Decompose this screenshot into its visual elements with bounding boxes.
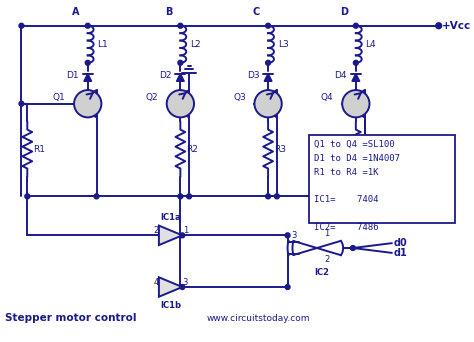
Text: Stepper motor control: Stepper motor control [5, 313, 137, 323]
Text: IC2: IC2 [314, 267, 329, 277]
Text: IC1a: IC1a [160, 213, 181, 222]
Text: R3: R3 [274, 145, 286, 154]
Text: L4: L4 [365, 40, 376, 49]
Circle shape [255, 90, 282, 117]
Text: A: A [73, 7, 80, 17]
Text: Q3: Q3 [233, 93, 246, 102]
Text: D2: D2 [159, 71, 172, 80]
Text: www.circuitstoday.com: www.circuitstoday.com [207, 314, 310, 323]
Circle shape [285, 285, 290, 289]
Text: 1: 1 [324, 229, 329, 238]
Text: Q1 to Q4 =SL100
D1 to D4 =1N4007
R1 to R4 =1K

IC1=    7404

IC2=    7486: Q1 to Q4 =SL100 D1 to D4 =1N4007 R1 to R… [314, 140, 400, 232]
Circle shape [362, 194, 367, 199]
Text: D3: D3 [246, 71, 259, 80]
Circle shape [180, 233, 185, 238]
Text: +Vcc: +Vcc [442, 21, 471, 31]
Text: d1: d1 [394, 248, 408, 258]
Text: B: B [165, 7, 173, 17]
Polygon shape [176, 74, 184, 81]
Text: R1: R1 [33, 145, 45, 154]
Text: D4: D4 [334, 71, 347, 80]
Circle shape [19, 23, 24, 28]
Polygon shape [264, 74, 272, 81]
Text: 4: 4 [154, 278, 159, 287]
Circle shape [74, 90, 101, 117]
Circle shape [354, 60, 358, 65]
Circle shape [265, 194, 271, 199]
Text: 3: 3 [182, 278, 188, 287]
Circle shape [85, 23, 90, 28]
Text: L2: L2 [190, 40, 201, 49]
Text: IC1b: IC1b [160, 301, 181, 310]
Polygon shape [159, 226, 182, 245]
Circle shape [265, 60, 271, 65]
Circle shape [178, 23, 183, 28]
Text: Q4: Q4 [321, 93, 333, 102]
Circle shape [85, 60, 90, 65]
Circle shape [354, 194, 358, 199]
Polygon shape [159, 277, 182, 297]
Circle shape [178, 194, 183, 199]
Circle shape [342, 90, 370, 117]
Text: Q2: Q2 [145, 93, 158, 102]
Polygon shape [84, 74, 91, 81]
Text: D1: D1 [66, 71, 79, 80]
Circle shape [94, 194, 99, 199]
Circle shape [285, 233, 290, 238]
Circle shape [180, 285, 185, 289]
Text: C: C [253, 7, 260, 17]
FancyBboxPatch shape [309, 135, 456, 223]
Text: L1: L1 [98, 40, 108, 49]
Circle shape [25, 194, 30, 199]
Text: 1: 1 [182, 226, 188, 235]
Circle shape [436, 23, 442, 29]
Circle shape [178, 60, 183, 65]
Text: R2: R2 [186, 145, 198, 154]
Circle shape [167, 90, 194, 117]
Text: 3: 3 [292, 231, 297, 240]
Text: d0: d0 [394, 238, 408, 248]
Circle shape [350, 246, 356, 250]
Text: D: D [340, 7, 348, 17]
Circle shape [187, 194, 191, 199]
Text: L3: L3 [278, 40, 289, 49]
Circle shape [19, 101, 24, 106]
Circle shape [354, 23, 358, 28]
Polygon shape [352, 74, 360, 81]
Text: R4: R4 [362, 145, 374, 154]
Text: 2: 2 [324, 255, 329, 264]
Text: 2: 2 [154, 226, 159, 235]
Text: Q1: Q1 [53, 93, 65, 102]
Circle shape [265, 23, 271, 28]
Circle shape [274, 194, 279, 199]
